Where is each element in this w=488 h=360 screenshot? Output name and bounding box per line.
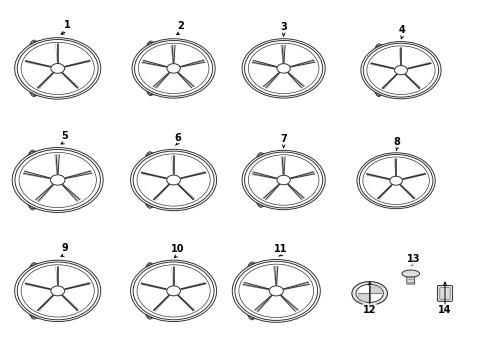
Ellipse shape [356, 153, 434, 209]
Ellipse shape [132, 39, 215, 98]
Text: 14: 14 [437, 305, 451, 315]
Ellipse shape [130, 260, 216, 321]
Text: 5: 5 [61, 131, 68, 141]
Ellipse shape [166, 175, 180, 185]
Text: 9: 9 [61, 243, 68, 253]
Text: 12: 12 [362, 305, 376, 315]
Ellipse shape [401, 270, 419, 277]
FancyBboxPatch shape [437, 285, 452, 301]
Ellipse shape [276, 64, 290, 73]
FancyBboxPatch shape [406, 273, 414, 284]
Ellipse shape [50, 175, 65, 185]
Ellipse shape [360, 41, 440, 99]
Ellipse shape [51, 63, 64, 73]
Ellipse shape [389, 176, 402, 185]
Text: 1: 1 [64, 20, 71, 30]
Ellipse shape [351, 282, 386, 305]
Text: 8: 8 [393, 137, 400, 147]
Ellipse shape [15, 38, 101, 99]
Ellipse shape [242, 39, 325, 98]
Ellipse shape [15, 260, 101, 321]
Text: 7: 7 [280, 134, 286, 144]
Ellipse shape [166, 64, 180, 73]
Ellipse shape [166, 286, 180, 296]
Text: 13: 13 [406, 254, 419, 264]
Text: 2: 2 [177, 21, 184, 31]
Ellipse shape [269, 286, 283, 296]
Ellipse shape [232, 260, 320, 322]
Text: 3: 3 [280, 22, 286, 32]
Text: 4: 4 [398, 24, 405, 35]
Text: 11: 11 [274, 244, 287, 254]
Ellipse shape [394, 66, 407, 75]
Ellipse shape [355, 284, 383, 302]
Ellipse shape [242, 150, 325, 210]
Ellipse shape [276, 175, 290, 185]
Text: 10: 10 [170, 244, 184, 254]
Ellipse shape [12, 148, 103, 212]
Text: 6: 6 [174, 132, 181, 143]
Ellipse shape [130, 149, 216, 211]
Ellipse shape [51, 286, 64, 296]
